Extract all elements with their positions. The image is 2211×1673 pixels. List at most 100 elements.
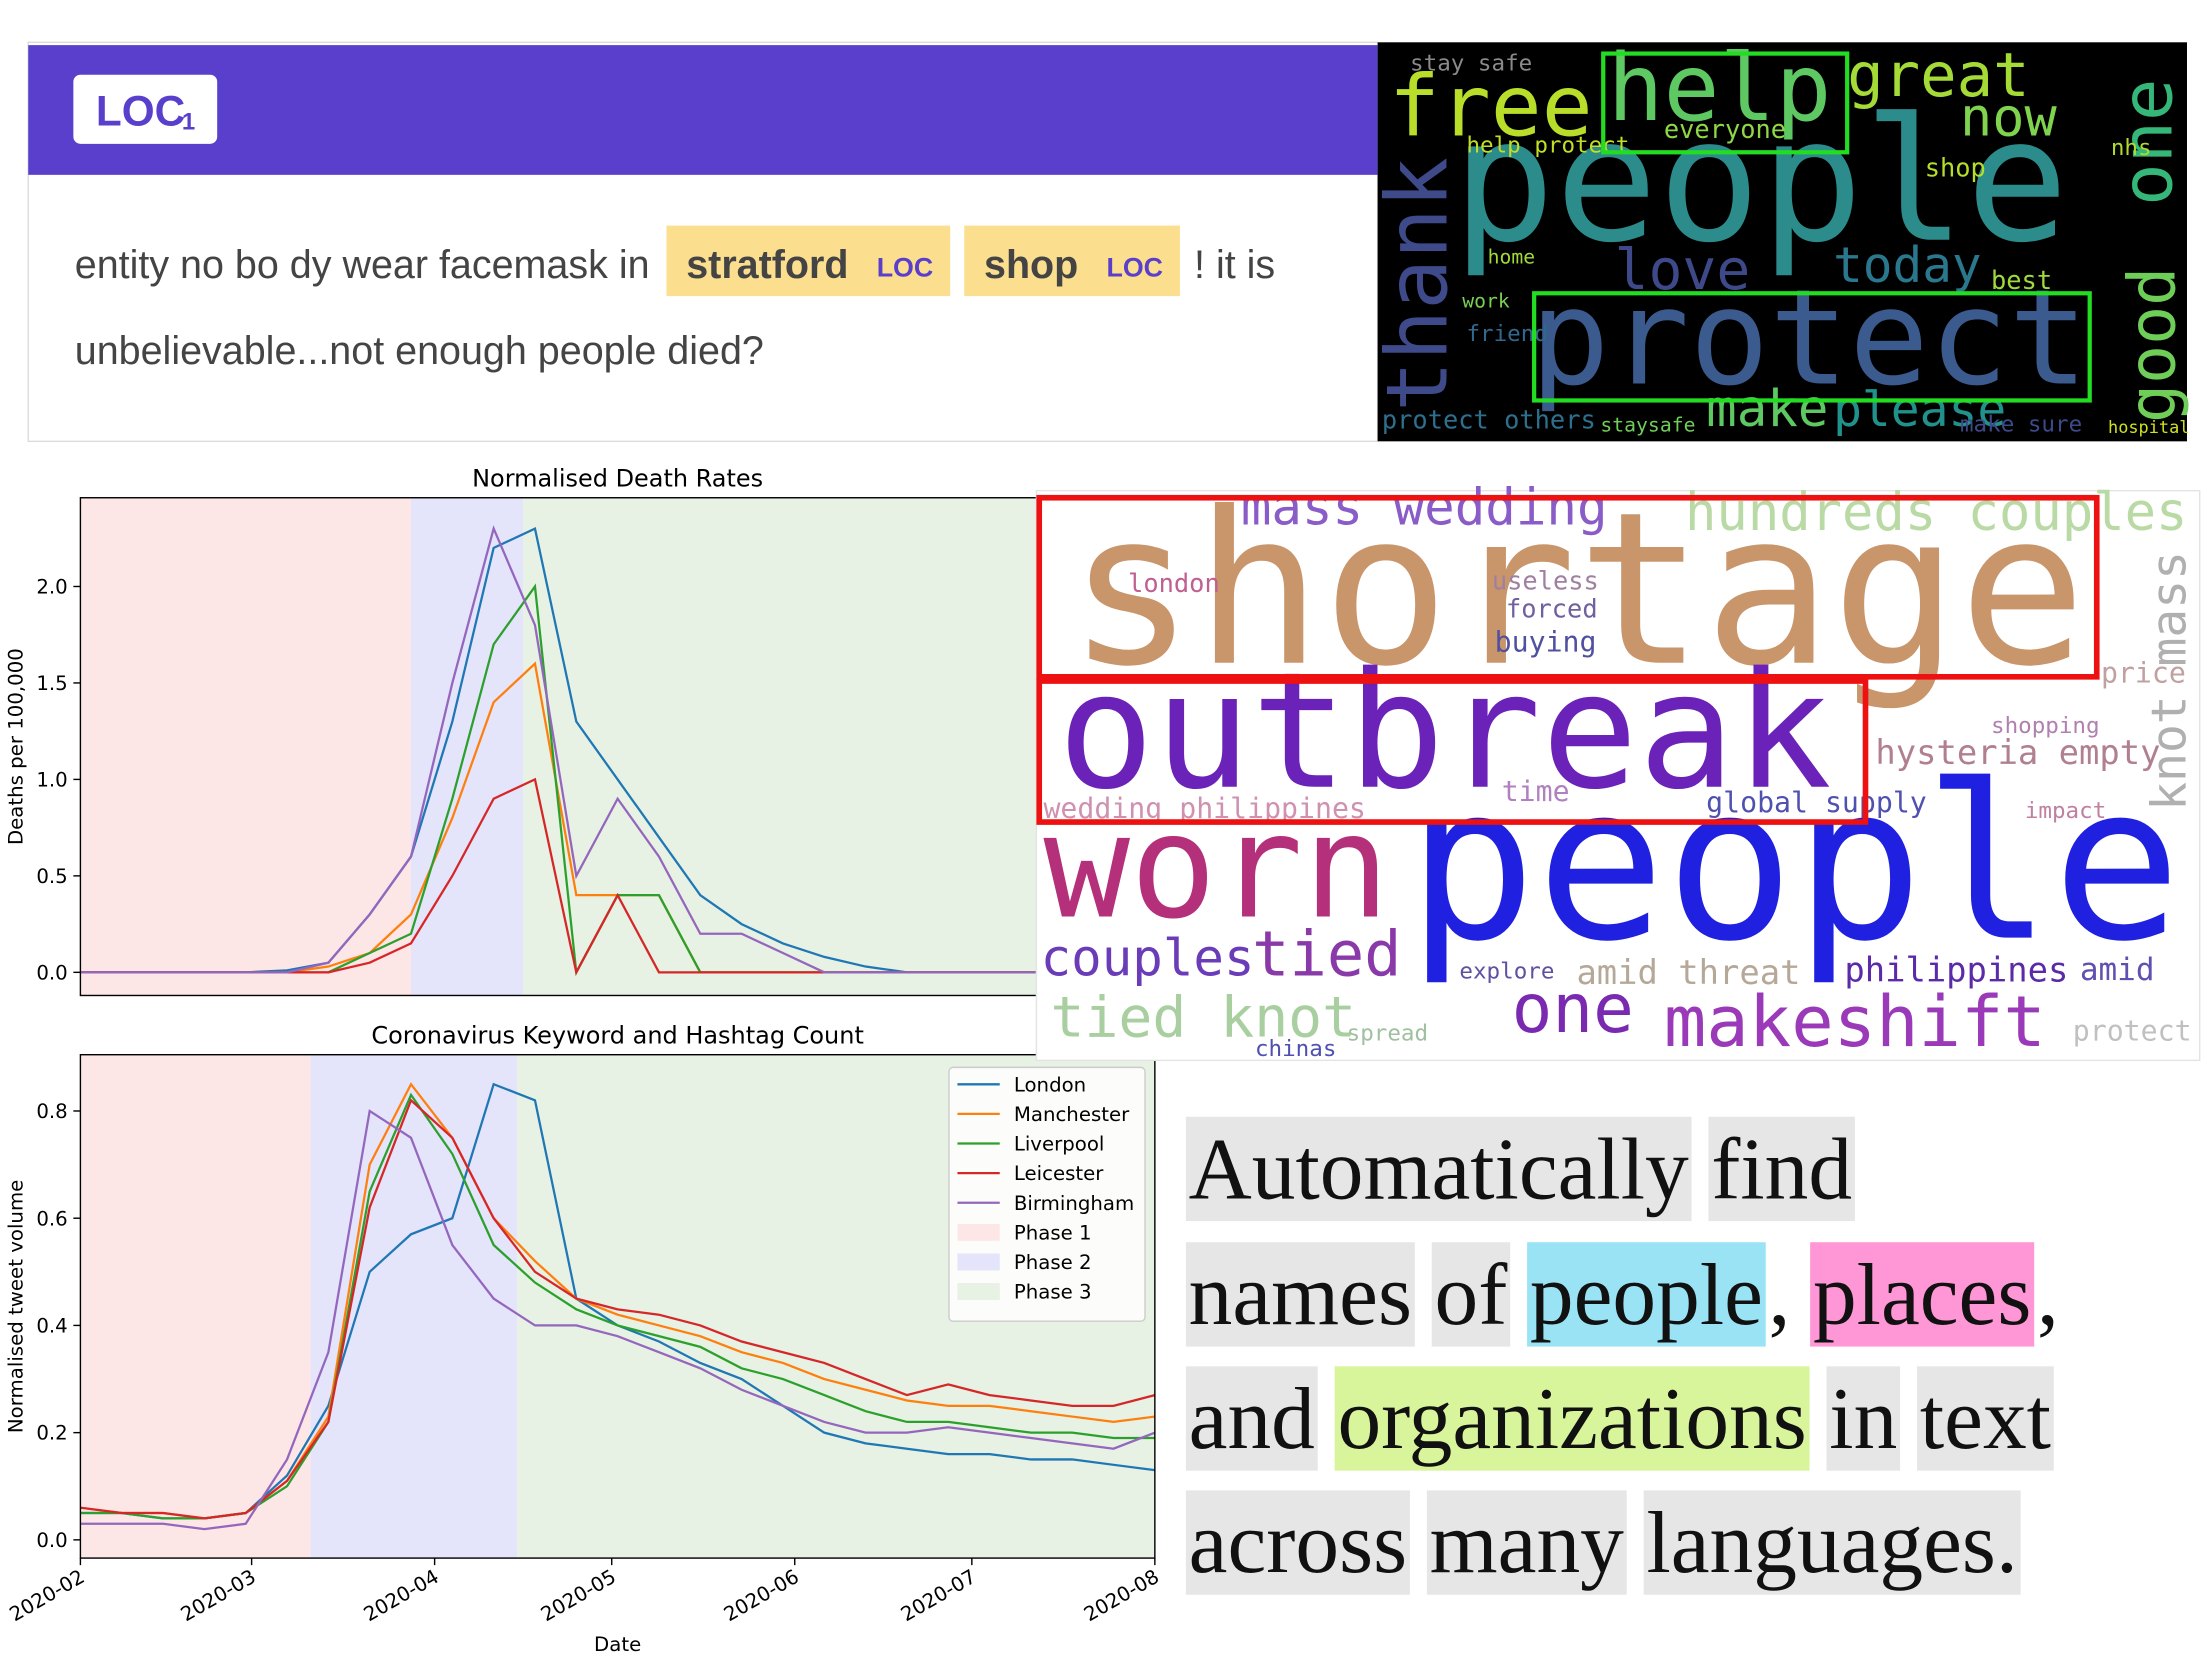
y-tick-label: 0.0 — [36, 961, 67, 984]
word: philippines — [1844, 950, 2068, 989]
word: one — [1512, 969, 1634, 1048]
tagline-word: Automatically — [1189, 1121, 1689, 1218]
word: useless — [1492, 565, 1599, 595]
word: people — [1452, 83, 2068, 281]
word: time — [1502, 775, 1570, 808]
cloud-background — [1377, 42, 2187, 442]
word: hospital — [2108, 417, 2189, 437]
word: protect — [1530, 262, 2089, 416]
tagline-word: many — [1430, 1494, 1624, 1591]
legend-label: Birmingham — [1014, 1192, 1134, 1215]
word: tied — [1252, 918, 1401, 991]
x-tick-label: 2020-06 — [720, 1565, 803, 1626]
word: impact — [2025, 798, 2106, 824]
wordcloud-dark: people protect free help great now thank… — [1368, 34, 2190, 442]
legend-swatch — [957, 1283, 1000, 1301]
phase-span — [80, 1054, 311, 1559]
word: worn — [1043, 784, 1389, 951]
legend-swatch — [957, 1223, 1000, 1241]
word: staysafe — [1600, 413, 1695, 436]
highlight-box — [1036, 678, 1869, 825]
legend-swatch — [957, 1253, 1000, 1271]
word: protect others — [1382, 405, 1596, 435]
tagline-word: , — [2037, 1246, 2059, 1343]
word: please — [1833, 383, 2006, 438]
badge-count: 1 — [182, 109, 195, 136]
y-tick-label: 0.4 — [36, 1314, 67, 1337]
word: make sure — [1960, 411, 2082, 437]
y-axis-label: Normalised tweet volume — [5, 1180, 28, 1433]
tagline-word: across — [1189, 1494, 1407, 1591]
word: today — [1833, 236, 1982, 294]
word: one — [2106, 79, 2188, 206]
word-box — [1708, 1116, 1855, 1222]
x-axis-label: Date — [594, 1633, 641, 1656]
y-tick-label: 0.6 — [36, 1207, 67, 1230]
word: couples — [1041, 929, 1255, 988]
y-tick-label: 1.0 — [36, 768, 67, 791]
tagline-word: of — [1435, 1246, 1509, 1343]
x-tick-label: 2020-04 — [360, 1565, 443, 1626]
charts: 0.0 0.5 1.0 1.5 2.0 Normalised Death Rates Dea… — [5, 464, 1163, 1656]
chart-title: Coronavirus Keyword and Hashtag Count — [371, 1021, 863, 1049]
tagline-word: text — [1920, 1370, 2051, 1467]
word-box — [1431, 1242, 1511, 1347]
sentence-text: entity no bo dy wear facemask in — [75, 243, 650, 287]
word-box — [1185, 1490, 1410, 1595]
word: shop — [1925, 152, 1986, 182]
legend-label: London — [1014, 1073, 1086, 1096]
tagline-word: in — [1829, 1370, 1897, 1467]
tagline-word: find — [1711, 1121, 1852, 1218]
word: people — [1407, 739, 2181, 989]
y-tick-label: 0.5 — [36, 865, 67, 888]
word: work — [1462, 289, 1510, 312]
word-box — [1643, 1490, 2021, 1595]
axes-frame — [79, 1053, 1156, 1559]
highlight-box — [1601, 51, 1850, 155]
x-tick-label: 2020-05 — [537, 1565, 620, 1626]
highlight-box — [1532, 291, 2092, 403]
legend-label: Manchester — [1014, 1103, 1130, 1126]
word: makeshift — [1664, 981, 2046, 1063]
word-box — [1917, 1366, 2054, 1471]
y-tick-label: 2.0 — [36, 576, 67, 599]
x-tick-label: 2020-07 — [897, 1565, 980, 1626]
tagline-word: , — [1769, 1246, 1791, 1343]
entity-text: shop — [984, 243, 1078, 287]
word: chinas — [1255, 1036, 1336, 1062]
word: global supply — [1706, 786, 1927, 819]
sentence-text: ! it is — [1194, 243, 1275, 287]
legend-label: Phase 1 — [1014, 1221, 1092, 1244]
y-axis-label: Deaths per 100,000 — [5, 648, 28, 845]
word: now — [1960, 85, 2058, 148]
word: explore — [1459, 959, 1554, 985]
legend-label: Liverpool — [1014, 1133, 1105, 1156]
phase-span — [310, 1054, 518, 1559]
word: great — [1847, 41, 2030, 111]
word: outbreak — [1058, 638, 1832, 825]
legend-label: Leicester — [1014, 1162, 1104, 1185]
word: mass wedding — [1241, 478, 1608, 537]
word: knot mass — [2143, 551, 2198, 811]
tagline-word: languages. — [1646, 1494, 2017, 1591]
x-tick-label: 2020-03 — [177, 1565, 260, 1626]
entity-highlight — [666, 225, 951, 297]
word: make — [1706, 379, 1828, 438]
sentence-text: unbelievable...not enough people died? — [75, 329, 764, 373]
legend-label: Phase 3 — [1014, 1281, 1092, 1304]
y-tick-label: 0.0 — [36, 1529, 67, 1552]
word: amid threat — [1576, 953, 1800, 992]
series-line — [80, 525, 1155, 974]
cloud-background — [1035, 489, 2201, 1062]
word: best — [1991, 265, 2052, 295]
tagline-word: places — [1813, 1246, 2031, 1343]
word-box — [1185, 1116, 1692, 1222]
word: protect — [2073, 1015, 2192, 1048]
wordcloud-light: shortage outbreak people worn mass weddi… — [1035, 467, 2201, 1063]
entity-label: LOC — [1106, 252, 1163, 282]
x-tick-label: 2020-02 — [6, 1565, 89, 1626]
phase-span — [80, 497, 412, 996]
card-header — [28, 45, 1378, 175]
